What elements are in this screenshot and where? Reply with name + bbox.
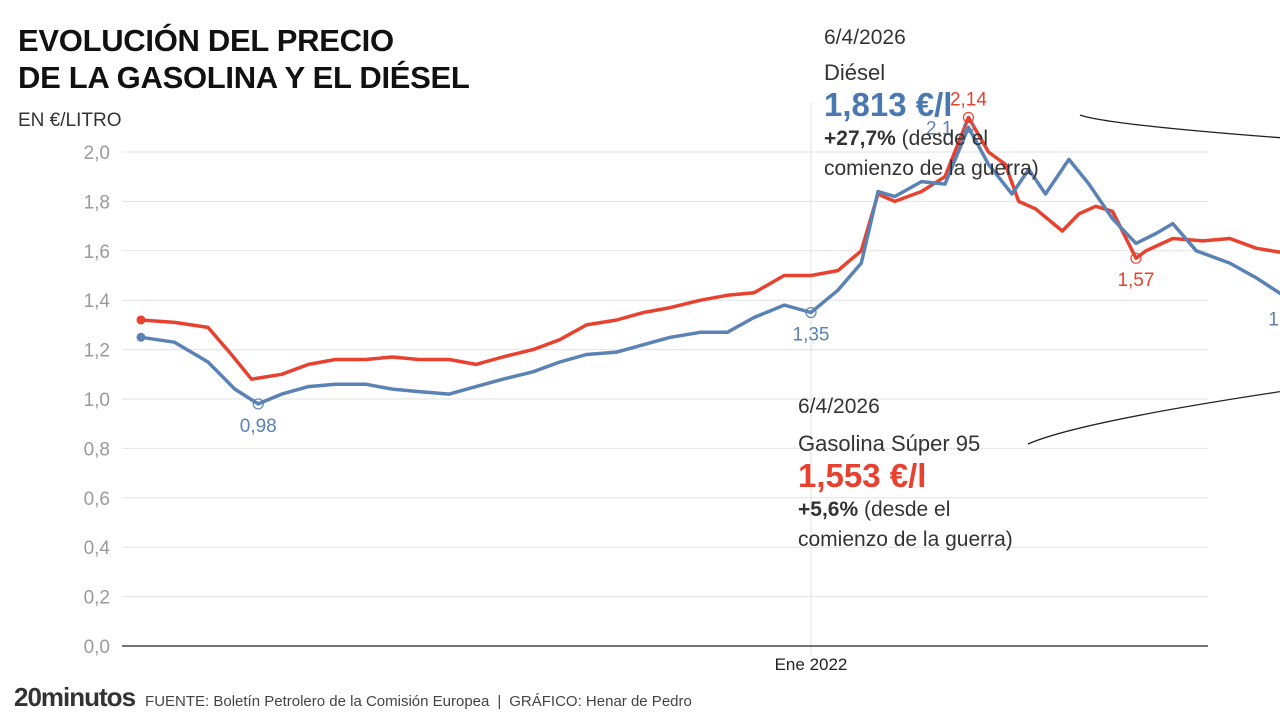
y-tick-label: 0,8: [84, 439, 110, 460]
source-text: FUENTE: Boletín Petrolero de la Comisión…: [145, 693, 490, 710]
diesel-data-label: 1,41: [1268, 310, 1280, 331]
diesel-data-label: 1,35: [793, 325, 830, 346]
x-tick-label: Ene 2022: [775, 655, 848, 674]
diesel-annotation: 6/4/2026 Diésel 1,813 €/l +27,7% (desde …: [824, 26, 1039, 184]
diesel-marker-point: [805, 306, 817, 319]
diesel-data-label: 0,98: [240, 416, 277, 437]
diesel-change: +27,7% (desde el: [824, 124, 1039, 154]
diesel-series-line: [139, 125, 1280, 406]
y-tick-label: 1,0: [84, 390, 110, 411]
chart-title: EVOLUCIÓN DEL PRECIO DE LA GASOLINA Y EL…: [18, 22, 470, 96]
diesel-marker-point: [252, 398, 264, 410]
diesel-name: Diésel: [824, 60, 886, 85]
y-tick-label: 0,6: [84, 489, 110, 510]
y-tick-label: 2,0: [84, 143, 110, 164]
gasoline-change-line2: comienzo de la guerra): [798, 528, 1013, 551]
diesel-start-point: [136, 332, 146, 342]
gasoline-data-label: 1,57: [1117, 270, 1154, 291]
y-tick-label: 0,0: [84, 637, 110, 658]
y-tick-label: 1,6: [84, 242, 110, 263]
gasoline-series-line: [139, 115, 1280, 381]
diesel-leader-arrow: [1079, 114, 1280, 139]
y-tick-label: 0,2: [84, 588, 110, 609]
gasoline-date: 6/4/2026: [798, 395, 880, 418]
y-tick-label: 1,8: [84, 192, 110, 213]
chart-title-line2: DE LA GASOLINA Y EL DIÉSEL: [18, 60, 470, 95]
gasoline-change-pct: +5,6%: [798, 498, 859, 521]
credit-text: GRÁFICO: Henar de Pedro: [509, 693, 692, 710]
footer: 20minutos FUENTE: Boletín Petrolero de l…: [14, 682, 692, 712]
units-label: EN €/LITRO: [18, 110, 122, 131]
diesel-date: 6/4/2026: [824, 26, 906, 49]
gasoline-marker-point: [1130, 252, 1142, 264]
footer-separator: |: [497, 693, 502, 710]
diesel-change-text: (desde el: [895, 127, 989, 150]
gasoline-change-text: (desde el: [858, 498, 951, 521]
gasoline-marker-point: [962, 111, 975, 124]
y-tick-label: 1,4: [84, 291, 111, 312]
diesel-price: 1,813 €/l: [824, 86, 953, 123]
y-tick-label: 0,4: [84, 538, 111, 559]
gasoline-change: +5,6% (desde el: [798, 495, 1013, 525]
diesel-change-line2: comienzo de la guerra): [824, 157, 1039, 180]
diesel-change-pct: +27,7%: [824, 127, 896, 150]
brand-logo: 20minutos: [14, 682, 136, 712]
diesel-data-label: 2,1: [926, 118, 952, 139]
chart-title-line1: EVOLUCIÓN DEL PRECIO: [18, 23, 394, 58]
gasoline-start-point: [136, 315, 146, 325]
gasoline-annotation: 6/4/2026 Gasolina Súper 95 1,553 €/l +5,…: [798, 395, 1013, 555]
gasoline-data-label: 2,14: [950, 89, 987, 110]
gasoline-leader-arrow: [1027, 390, 1280, 445]
gasoline-price: 1,553 €/l: [798, 457, 927, 494]
y-tick-label: 1,2: [84, 341, 110, 362]
gasoline-name: Gasolina Súper 95: [798, 431, 981, 456]
